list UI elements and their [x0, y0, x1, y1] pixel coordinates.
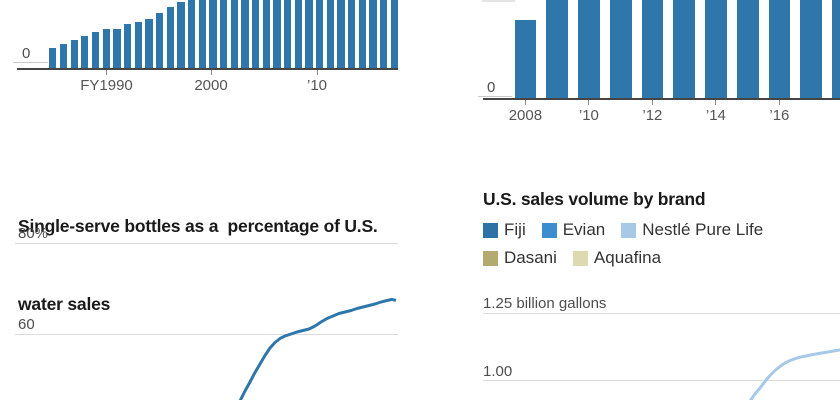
- bar-1986: [59, 43, 68, 69]
- x-tick-’10: [316, 70, 318, 75]
- legend-item-dasani: Dasani: [483, 248, 557, 268]
- bar-2017: [390, 0, 398, 69]
- bar-2011: [326, 0, 334, 69]
- x-tick-label-’10: ’10: [578, 106, 599, 124]
- chart-c-title-line-1: Single-serve bottles as a percentage of …: [18, 216, 378, 236]
- chart-d-ylabel-100: 1.00: [483, 363, 513, 380]
- chart-b-x-axis: [483, 98, 840, 100]
- chart-c-ylabel-60: 60: [18, 316, 35, 333]
- chart-b-zero-gridline: [478, 96, 512, 97]
- x-tick-label-’10: ’10: [306, 76, 328, 94]
- bar-1989: [91, 32, 100, 69]
- bar-2009: [546, 0, 569, 99]
- chart-a-x-axis: [17, 68, 398, 70]
- bar-2000: [209, 0, 217, 69]
- bar-1993: [134, 21, 142, 69]
- chart-d-gridline-125: [483, 313, 840, 314]
- bar-2016: [380, 0, 388, 69]
- legend-swatch-icon: [541, 222, 557, 238]
- bar-1985: [49, 47, 57, 69]
- bar-2012: [337, 0, 345, 69]
- bar-1987: [70, 39, 78, 69]
- bar-2015: [736, 0, 759, 99]
- bar-2009: [305, 0, 313, 69]
- bar-2010: [316, 0, 324, 69]
- bar-2008: [514, 20, 537, 99]
- x-tick-’10: [588, 100, 590, 105]
- legend-swatch-icon: [621, 222, 637, 238]
- legend-item-fiji: Fiji: [483, 220, 526, 240]
- bar-2004: [252, 0, 260, 69]
- x-tick-2008: [524, 100, 526, 105]
- legend-swatch-icon: [483, 250, 498, 266]
- bar-2015: [369, 0, 377, 69]
- legend-swatch-icon: [572, 250, 588, 266]
- legend-label: Dasani: [504, 248, 557, 267]
- bar-2013: [673, 0, 696, 99]
- bar-2008: [294, 0, 302, 69]
- legend-item-aquafina: Aquafina: [572, 248, 662, 268]
- bar-2012: [641, 0, 664, 99]
- legend-item-nestl-pure-life: Nestlé Pure Life: [621, 220, 763, 240]
- x-tick-label-2000: 2000: [194, 76, 228, 94]
- x-tick-label-’12: ’12: [642, 106, 663, 124]
- bar-2014: [705, 0, 727, 99]
- x-tick-’14: [715, 100, 717, 105]
- x-tick-label-’16: ’16: [769, 106, 790, 124]
- legend-item-evian: Evian: [541, 220, 606, 240]
- bar-2003: [241, 0, 249, 69]
- chart-a-zero-label: 0: [22, 45, 31, 62]
- chart-c-gridline-80: [15, 243, 398, 244]
- chart-d-ylabel-125: 1.25 billion gallons: [483, 295, 607, 312]
- bar-1995: [156, 13, 164, 69]
- nestle-pure-life-line: [748, 348, 840, 400]
- chart-d-legend: Fiji Evian Nestlé Pure Life Dasani Aquafina: [483, 220, 813, 268]
- x-tick-label-’14: ’14: [705, 106, 726, 124]
- bar-1994: [145, 18, 153, 69]
- legend-label: Aquafina: [593, 248, 662, 267]
- bar-2002: [230, 0, 238, 69]
- x-tick-FY1990: [106, 70, 107, 75]
- bar-2005: [262, 0, 270, 69]
- bar-2014: [358, 0, 366, 69]
- x-tick-label-2008: 2008: [508, 106, 543, 124]
- chart-a-zero-gridline: [13, 62, 48, 63]
- chart-d-title: U.S. sales volume by brand: [483, 189, 706, 209]
- legend-label: Fiji: [504, 220, 526, 239]
- legend-label: Evian: [562, 220, 606, 239]
- x-tick-2000: [210, 70, 212, 75]
- bar-1997: [177, 2, 185, 69]
- bar-2001: [220, 0, 228, 69]
- chart-c-title-line-2: water sales: [18, 294, 111, 314]
- bar-2016: [768, 0, 791, 99]
- bar-1992: [123, 24, 132, 69]
- bar-1988: [81, 36, 89, 69]
- bar-2018: [832, 0, 840, 99]
- bar-1990: [102, 29, 110, 69]
- bar-1998: [188, 0, 196, 69]
- bar-2006: [273, 0, 281, 69]
- legend-swatch-icon: [483, 222, 498, 238]
- chart-c-gridline-60: [15, 334, 398, 335]
- x-tick-label-FY1990: FY1990: [80, 76, 133, 94]
- x-tick-’16: [778, 100, 780, 105]
- x-tick-’12: [651, 100, 653, 105]
- bar-2007: [284, 0, 292, 69]
- bar-2011: [609, 0, 632, 99]
- bar-1996: [166, 7, 174, 69]
- chart-d-gridline-100: [483, 380, 840, 381]
- chart-c-title: Single-serve bottles as a percentage of …: [18, 161, 418, 369]
- chart-c-ylabel-80: 80%: [18, 225, 49, 242]
- bar-2010: [578, 0, 600, 99]
- legend-label: Nestlé Pure Life: [642, 220, 764, 239]
- bar-1999: [198, 0, 206, 69]
- bar-2017: [800, 0, 823, 99]
- bar-1991: [113, 28, 121, 69]
- chart-b-zero-label: 0: [487, 79, 496, 96]
- chart-b-upper-gridline-fragment: [482, 0, 515, 2]
- bar-2013: [348, 0, 356, 69]
